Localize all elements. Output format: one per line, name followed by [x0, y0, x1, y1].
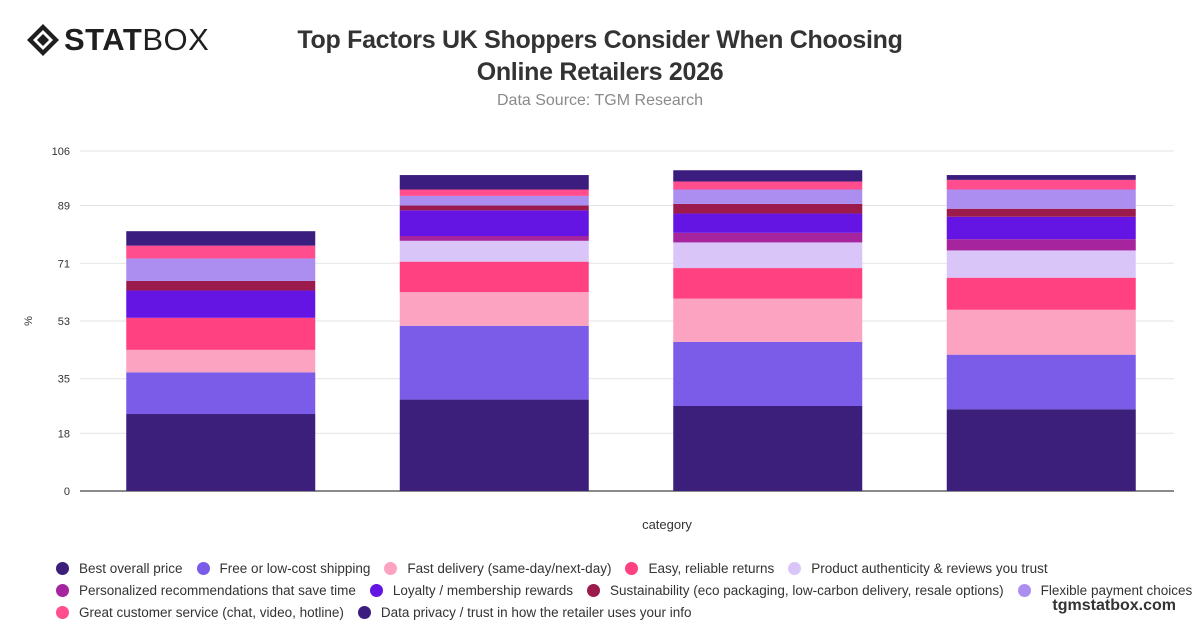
- y-tick-label: 106: [52, 146, 70, 158]
- bar-segment-4-8: [946, 208, 1136, 217]
- bar-segment-4-7: [946, 216, 1136, 240]
- bar-segment-4-5: [946, 250, 1136, 278]
- bar-segment-4-9: [946, 189, 1136, 209]
- legend-item: Data privacy / trust in how the retailer…: [357, 604, 692, 620]
- bar-segment-3-6: [673, 232, 863, 243]
- chart-title-line1: Top Factors UK Shoppers Consider When Ch…: [297, 26, 903, 54]
- chart-title: Top Factors UK Shoppers Consider When Ch…: [200, 24, 1000, 88]
- diamond-logo-icon: [27, 24, 59, 56]
- bar-segment-1-4: [126, 317, 316, 350]
- legend-item: Best overall price: [56, 561, 183, 576]
- bar-segment-1-2: [126, 372, 316, 415]
- legend-swatch: [56, 561, 69, 575]
- bar-segment-4-11: [946, 175, 1136, 180]
- legend-swatch: [788, 561, 802, 575]
- legend-label: Personalized recommendations that save t…: [79, 582, 356, 598]
- bar-segment-4-4: [946, 277, 1136, 310]
- legend-item: Flexible payment choices: [1017, 582, 1193, 598]
- y-tick-label: 35: [58, 374, 70, 386]
- bar-segment-2-8: [399, 205, 589, 211]
- legend-swatch: [1017, 583, 1031, 597]
- bar-segment-2-4: [399, 261, 589, 293]
- bar-segment-1-1: [126, 414, 316, 491]
- bar-segment-2-5: [399, 240, 589, 262]
- chart-legend: Best overall price Free or low-cost shipp…: [56, 557, 1192, 623]
- y-tick-label: 53: [58, 316, 70, 328]
- legend-item: Sustainability (eco packaging, low-carbo…: [586, 582, 1004, 598]
- brand-logo: STATBOX: [26, 22, 209, 58]
- bar-segment-2-6: [399, 236, 589, 241]
- legend-label: Great customer service (chat, video, hot…: [79, 604, 344, 620]
- bar-segment-1-10: [126, 245, 316, 259]
- bar-segment-3-9: [673, 189, 863, 204]
- legend-label: Data privacy / trust in how the retailer…: [380, 604, 692, 620]
- legend-row: Best overall price Free or low-cost shipp…: [56, 557, 1176, 579]
- legend-item: Loyalty / membership rewards: [369, 582, 573, 598]
- bar-segment-2-2: [399, 325, 589, 400]
- legend-label: Flexible payment choices: [1040, 582, 1193, 598]
- watermark: tgmstatbox.com: [1052, 597, 1176, 614]
- legend-label: Best overall price: [79, 560, 183, 576]
- bar-segment-4-6: [946, 239, 1136, 251]
- bar-segment-3-10: [673, 181, 863, 190]
- bar-segment-2-11: [399, 175, 589, 190]
- legend-label: Product authenticity & reviews you trust: [811, 560, 1048, 576]
- bar-segment-3-7: [673, 213, 863, 233]
- legend-item: Personalized recommendations that save t…: [56, 583, 356, 598]
- bar-segment-1-7: [126, 290, 316, 318]
- bar-segment-4-3: [946, 309, 1136, 355]
- brand-name: STATBOX: [64, 22, 210, 57]
- bar-segment-2-1: [399, 399, 589, 491]
- bar-segment-3-4: [673, 268, 863, 299]
- legend-swatch: [586, 583, 600, 597]
- bar-segment-3-5: [673, 242, 863, 269]
- legend-swatch: [56, 605, 69, 619]
- legend-row: Great customer service (chat, video, hot…: [56, 601, 1176, 623]
- chart-subtitle: Data Source: TGM Research: [496, 92, 703, 109]
- legend-item: Fast delivery (same-day/next-day): [384, 561, 611, 576]
- legend-swatch: [369, 583, 383, 597]
- bar-segment-1-8: [126, 280, 316, 291]
- legend-label: Easy, reliable returns: [648, 560, 775, 576]
- legend-swatch: [625, 561, 639, 575]
- legend-label: Sustainability (eco packaging, low-carbo…: [609, 582, 1004, 598]
- legend-item: Great customer service (chat, video, hot…: [56, 605, 344, 620]
- legend-label: Free or low-cost shipping: [219, 560, 371, 576]
- bar-segment-3-8: [673, 203, 863, 214]
- legend-swatch: [196, 561, 210, 575]
- bar-segment-3-2: [673, 341, 863, 406]
- y-tick-label: 0: [64, 486, 70, 498]
- legend-swatch: [357, 605, 371, 619]
- bar-segment-3-11: [673, 170, 863, 182]
- chart-title-line2: Online Retailers 2026: [476, 58, 724, 86]
- legend-swatch: [384, 561, 398, 575]
- y-tick-label: 89: [58, 201, 70, 213]
- legend-item: Free or low-cost shipping: [196, 560, 371, 576]
- bar-segment-3-1: [673, 406, 863, 491]
- legend-row: Personalized recommendations that save t…: [56, 579, 1192, 601]
- legend-item: Easy, reliable returns: [625, 561, 774, 576]
- bar-segment-2-3: [399, 292, 589, 326]
- bar-segment-1-9: [126, 258, 316, 281]
- legend-label: Fast delivery (same-day/next-day): [407, 560, 612, 576]
- legend-swatch: [56, 583, 69, 597]
- bar-segment-2-10: [399, 189, 589, 196]
- y-tick-label: 71: [58, 258, 70, 270]
- y-axis-label: %: [23, 316, 35, 326]
- y-tick-label: 18: [58, 428, 70, 440]
- bar-segment-4-1: [946, 409, 1136, 491]
- bar-segment-1-11: [126, 231, 316, 246]
- bar-segment-2-9: [399, 195, 589, 206]
- bar-segment-1-3: [126, 349, 316, 373]
- bar-segment-2-7: [399, 210, 589, 236]
- legend-label: Loyalty / membership rewards: [392, 582, 573, 598]
- x-axis-label: category: [642, 517, 692, 532]
- bar-segment-4-2: [946, 354, 1136, 410]
- bar-segment-3-3: [673, 298, 863, 342]
- bar-segment-4-10: [946, 179, 1136, 190]
- legend-item: Product authenticity & reviews you trust: [788, 560, 1048, 576]
